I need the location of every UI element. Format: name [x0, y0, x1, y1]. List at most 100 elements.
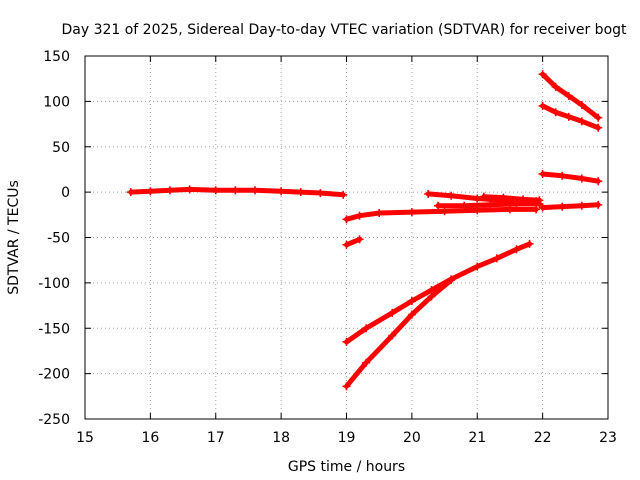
- series-arc-12: [538, 200, 603, 212]
- y-tick-label: 50: [52, 140, 70, 156]
- data-point: [535, 196, 544, 205]
- y-tick-label: -150: [38, 321, 70, 337]
- data-point: [479, 192, 488, 201]
- data-point: [538, 70, 547, 79]
- data-point: [342, 382, 351, 391]
- series-arc-3: [342, 235, 364, 249]
- data-point: [126, 188, 135, 197]
- data-point: [185, 185, 194, 194]
- data-point: [447, 191, 456, 200]
- y-tick-label: 0: [61, 185, 70, 201]
- y-tick-label: 100: [43, 94, 70, 110]
- y-tick-labels: 150 100 50 0 -50 -100 -150 -200 -250: [38, 49, 70, 428]
- data-point: [564, 112, 573, 121]
- data-point: [512, 245, 521, 254]
- series-trace: [344, 236, 363, 248]
- data-point: [424, 189, 433, 198]
- y-tick-label: -50: [47, 231, 70, 247]
- x-tick-label: 23: [599, 430, 617, 446]
- data-point: [434, 201, 443, 210]
- data-point: [492, 254, 501, 263]
- series-trace: [540, 202, 601, 211]
- data-point: [499, 193, 508, 202]
- data-point: [407, 310, 416, 319]
- chart-title: Day 321 of 2025, Sidereal Day-to-day VTE…: [61, 22, 627, 38]
- y-tick-label: -200: [38, 367, 70, 383]
- data-point: [473, 262, 482, 271]
- data-point: [440, 207, 449, 216]
- x-tick-label: 16: [141, 430, 159, 446]
- series-trace: [344, 277, 454, 389]
- data-point: [339, 190, 348, 199]
- y-tick-label: 150: [43, 49, 70, 65]
- data-point: [594, 177, 603, 186]
- x-axis-label: GPS time / hours: [288, 459, 405, 475]
- data-point: [538, 203, 547, 212]
- x-tick-labels: 15 16 17 18 19 20 21 22 23: [76, 430, 617, 446]
- data-point: [427, 292, 436, 301]
- data-point: [519, 195, 528, 204]
- series-arc-2: [342, 205, 541, 224]
- data-point: [577, 174, 586, 183]
- data-point: [211, 186, 220, 195]
- x-tick-label: 17: [207, 430, 225, 446]
- data-point: [250, 186, 259, 195]
- data-point: [551, 82, 560, 91]
- data-point: [388, 331, 397, 340]
- series-arc-11: [538, 169, 603, 186]
- data-point: [577, 201, 586, 210]
- series-arc-5: [342, 276, 456, 391]
- data-point: [447, 276, 456, 285]
- series-arc-8: [479, 192, 544, 205]
- data-point: [558, 171, 567, 180]
- series-trace: [481, 194, 542, 203]
- data-point: [594, 200, 603, 209]
- x-tick-label: 22: [534, 430, 552, 446]
- data-point: [473, 194, 482, 203]
- data-point: [525, 239, 534, 248]
- data-point: [355, 211, 364, 220]
- series-arc-9: [538, 70, 603, 122]
- tick-marks: [84, 55, 609, 420]
- data-point: [594, 113, 603, 122]
- data-point: [460, 201, 469, 210]
- data-point: [577, 117, 586, 126]
- data-point: [231, 186, 240, 195]
- data-point: [355, 235, 364, 244]
- data-point: [538, 101, 547, 110]
- y-tick-label: -100: [38, 276, 70, 292]
- data-point: [564, 91, 573, 100]
- data-point: [362, 324, 371, 333]
- data-point: [532, 205, 541, 214]
- x-tick-label: 20: [403, 430, 421, 446]
- series-trace: [540, 171, 601, 184]
- gridlines: [85, 56, 608, 419]
- data-point: [407, 208, 416, 217]
- data-point: [407, 297, 416, 306]
- series-arc-10: [538, 101, 603, 132]
- data-point: [342, 240, 351, 249]
- data-point: [342, 337, 351, 346]
- data-point: [316, 189, 325, 198]
- data-point: [362, 358, 371, 367]
- series-trace: [344, 241, 533, 345]
- data-point: [146, 187, 155, 196]
- data-point: [594, 123, 603, 132]
- data-point: [551, 108, 560, 117]
- data-point: [388, 308, 397, 317]
- x-tick-label: 19: [338, 430, 356, 446]
- data-point: [558, 202, 567, 211]
- data-point: [538, 169, 547, 178]
- x-tick-label: 18: [272, 430, 290, 446]
- data-point: [486, 200, 495, 209]
- data-point: [505, 205, 514, 214]
- data-point: [375, 208, 384, 217]
- y-axis-label: SDTVAR / TECUs: [6, 180, 22, 295]
- data-point: [342, 215, 351, 224]
- data-point: [165, 186, 174, 195]
- data-point: [277, 187, 286, 196]
- data-point: [296, 188, 305, 197]
- plot-series: [126, 70, 603, 391]
- x-tick-label: 15: [76, 430, 94, 446]
